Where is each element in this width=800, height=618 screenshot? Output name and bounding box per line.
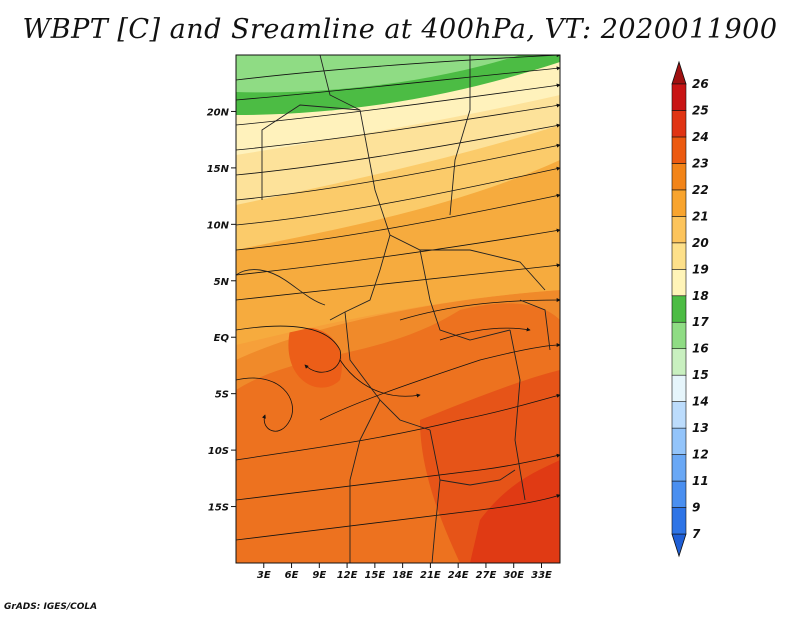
x-tick-label: 27E [476,570,497,581]
colorbar-swatch [671,427,687,455]
colorbar: 7 9 11 12 13 14 15 16 17 18 19 20 21 22 23 24 25 26 [671,60,709,558]
x-tick-label: 3E [257,570,271,581]
colorbar-swatch [671,321,687,350]
colorbar-label: 15 [692,368,709,382]
x-tick-label: 15E [364,570,385,581]
y-tick-label: EQ [214,333,230,344]
x-tick-label: 21E [420,570,441,581]
x-tick-label: 24E [448,570,469,581]
colorbar-label: 13 [692,421,709,435]
y-tick-label: 20N [207,107,230,118]
colorbar-swatch [671,401,687,429]
y-tick-label: 10S [208,446,229,457]
wbpt-shading [236,55,560,563]
x-tick-label: 6E [285,570,299,581]
colorbar-label: 19 [692,262,709,276]
colorbar-label: 12 [692,448,709,462]
colorbar-upper-extension [671,60,687,85]
y-tick-label: 15N [207,164,230,175]
colorbar-label: 16 [692,342,709,356]
longitude-axis: 3E 6E 9E 12E 15E 18E 21E 24E 27E 30E 33E [257,563,552,581]
colorbar-label: 9 [692,501,700,515]
colorbar-label: 18 [692,289,709,303]
latitude-axis: 20N 15N 10N 5N EQ 5S 10S 15S [207,107,236,514]
colorbar-label: 21 [692,209,709,223]
colorbar-swatch [671,480,687,508]
colorbar-swatch [671,110,687,138]
colorbar-swatch [671,348,687,376]
x-tick-label: 30E [503,570,524,581]
colorbar-label: 26 [692,77,709,91]
x-tick-label: 18E [392,570,413,581]
x-tick-label: 9E [312,570,326,581]
colorbar-swatch [671,242,687,270]
colorbar-label: 24 [692,130,709,144]
colorbar-label: 14 [692,395,709,409]
colorbar-swatch [671,454,687,482]
colorbar-swatch [671,189,687,217]
colorbar-swatch [671,216,687,244]
colorbar-swatch [671,83,687,111]
streamlines [236,55,560,541]
colorbar-label: 20 [692,236,709,250]
x-tick-label: 33E [531,570,552,581]
map-frame [235,54,561,564]
colorbar-swatch [671,507,687,535]
colorbar-swatch [671,268,687,297]
y-tick-label: 5N [214,277,230,288]
colorbar-label: 23 [692,156,709,170]
colorbar-swatch [671,295,687,323]
colorbar-label: 17 [692,315,709,329]
colorbar-swatch [671,374,687,402]
y-tick-label: 5S [215,390,229,401]
y-tick-label: 10N [207,220,230,231]
colorbar-lower-extension [671,533,687,558]
colorbar-swatch [671,163,687,191]
colorbar-label: 7 [692,527,701,541]
x-tick-label: 12E [337,570,358,581]
colorbar-swatch [671,136,687,164]
country-borders [236,55,551,563]
colorbar-label: 22 [692,183,709,197]
colorbar-label: 25 [692,103,709,117]
grads-credit: GrADS: IGES/COLA [4,602,98,612]
y-tick-label: 15S [208,503,229,514]
map-title: WBPT [C] and Sreamline at 400hPa, VT: 20… [22,14,778,45]
colorbar-label: 11 [692,474,709,488]
